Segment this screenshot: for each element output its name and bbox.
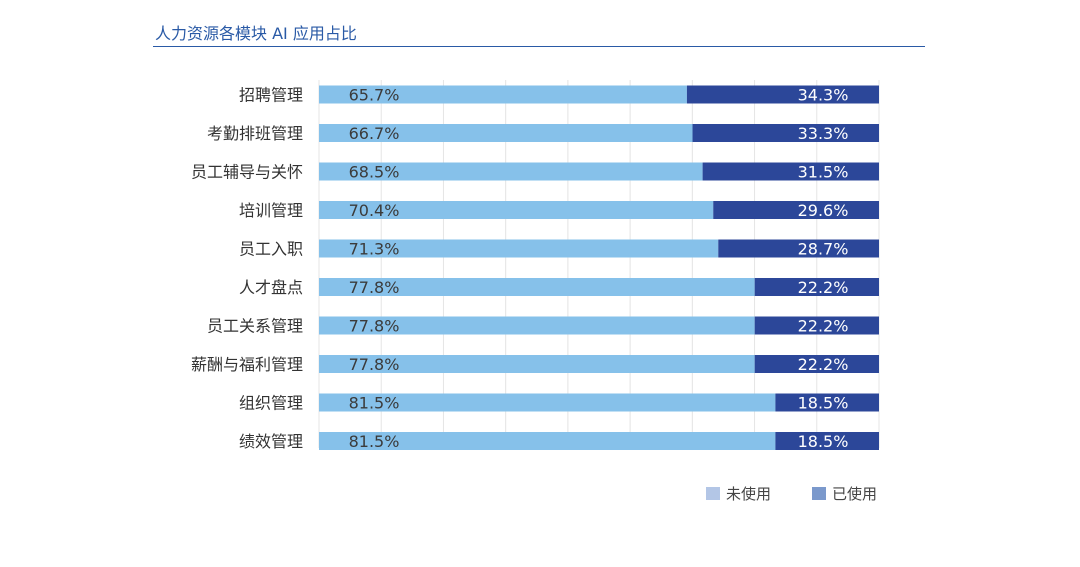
category-label: 人才盘点 <box>239 278 303 297</box>
bar-used <box>754 316 879 335</box>
data-label-unused: 77.8% <box>349 355 400 374</box>
bar-unused <box>319 316 755 335</box>
data-label-unused: 77.8% <box>349 317 400 336</box>
data-label-unused: 66.7% <box>349 124 400 143</box>
legend-label-unused: 未使用 <box>726 485 772 503</box>
category-label: 薪酬与福利管理 <box>191 355 303 374</box>
data-label-unused: 65.7% <box>349 86 400 105</box>
data-label-used: 22.2% <box>798 355 849 374</box>
category-label: 组织管理 <box>239 394 303 413</box>
data-label-unused: 81.5% <box>349 394 400 413</box>
bar-unused <box>319 201 714 219</box>
data-label-unused: 71.3% <box>349 240 400 259</box>
legend-swatch-unused <box>706 487 720 500</box>
bar-unused <box>319 162 703 181</box>
data-label-used: 33.3% <box>798 124 849 143</box>
title-divider <box>153 46 925 47</box>
category-label: 培训管理 <box>239 201 303 220</box>
bar-unused <box>319 85 687 104</box>
data-label-used: 28.7% <box>798 240 849 259</box>
data-label-used: 29.6% <box>798 201 849 220</box>
bar-used <box>718 239 879 258</box>
category-label: 招聘管理 <box>239 86 303 105</box>
category-label: 员工辅导与关怀 <box>191 163 303 182</box>
bar-unused <box>319 124 693 142</box>
data-label-unused: 68.5% <box>349 163 400 182</box>
legend-label-used: 已使用 <box>832 485 878 503</box>
data-label-used: 22.2% <box>798 278 849 297</box>
chart-title: 人力资源各模块 AI 应用占比 <box>155 24 357 43</box>
bar-used <box>692 124 879 142</box>
bar-unused <box>319 278 755 296</box>
bar-unused <box>319 239 719 258</box>
bar-used <box>713 201 879 219</box>
bar-used <box>686 85 879 104</box>
legend-item-unused: 未使用 <box>706 483 771 504</box>
category-label: 员工关系管理 <box>207 317 303 336</box>
bar-unused <box>319 432 776 450</box>
bar-used <box>702 162 879 181</box>
category-label: 绩效管理 <box>239 432 303 451</box>
data-label-used: 22.2% <box>798 317 849 336</box>
bar-used <box>775 393 879 412</box>
legend-swatch-used <box>812 487 826 500</box>
legend-item-used: 已使用 <box>812 483 877 504</box>
data-label-used: 18.5% <box>798 432 849 451</box>
bar-unused <box>319 393 776 412</box>
bar-unused <box>319 355 755 373</box>
data-label-unused: 70.4% <box>349 201 400 220</box>
data-label-used: 31.5% <box>798 163 849 182</box>
bar-used <box>754 355 879 373</box>
data-label-used: 18.5% <box>798 394 849 413</box>
data-label-unused: 77.8% <box>349 278 400 297</box>
data-label-unused: 81.5% <box>349 432 400 451</box>
category-label: 员工入职 <box>239 240 303 259</box>
bar-used <box>775 432 879 450</box>
category-label: 考勤排班管理 <box>207 124 303 143</box>
data-label-used: 34.3% <box>798 86 849 105</box>
bar-used <box>754 278 879 296</box>
